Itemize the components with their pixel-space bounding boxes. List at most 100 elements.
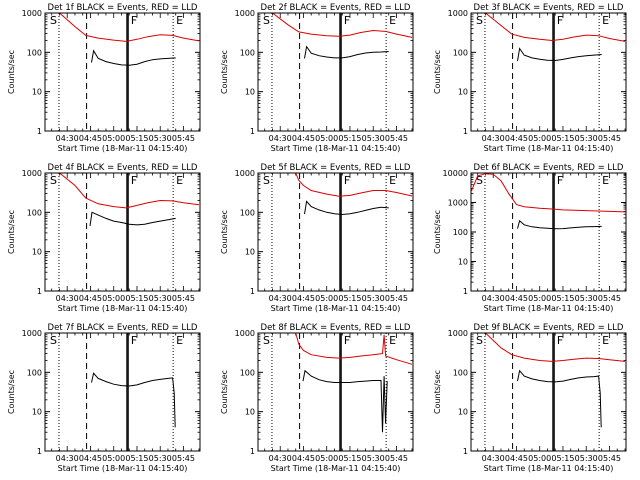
marker-f: F bbox=[131, 174, 137, 187]
y-tick-label: 1000 bbox=[235, 169, 255, 178]
y-tick-label: 100 bbox=[240, 48, 255, 57]
x-tick-label: 05:30 bbox=[149, 134, 172, 143]
panel-title: Det 8f BLACK = Events, RED = LLD bbox=[261, 323, 411, 333]
y-tick-label: 10 bbox=[32, 408, 42, 417]
marker-f: F bbox=[557, 334, 563, 347]
x-tick-label: 05:45 bbox=[598, 294, 621, 303]
marker-f: F bbox=[344, 174, 350, 187]
x-tick-label: 05:30 bbox=[149, 454, 172, 463]
x-tick-label: 05:15 bbox=[338, 134, 361, 143]
x-tick-label: 04:30 bbox=[482, 294, 505, 303]
x-tick-label: 05:00 bbox=[315, 294, 338, 303]
y-tick-label: 10 bbox=[245, 248, 255, 257]
x-tick-label: 05:15 bbox=[125, 454, 148, 463]
y-tick-label: 1 bbox=[250, 287, 255, 296]
marker-e: E bbox=[389, 14, 396, 27]
panel-det-2: Det 2f BLACK = Events, RED = LLD Counts/s… bbox=[220, 3, 414, 153]
y-tick-label: 1000 bbox=[448, 329, 468, 338]
panel-title: Det 4f BLACK = Events, RED = LLD bbox=[48, 163, 198, 173]
series-events-line bbox=[89, 211, 176, 227]
x-tick-label: 05:45 bbox=[172, 294, 195, 303]
y-tick-label: 10 bbox=[458, 258, 468, 267]
x-tick-label: 05:30 bbox=[575, 294, 598, 303]
series-lld-line bbox=[471, 333, 626, 362]
x-tick-label: 05:45 bbox=[385, 454, 408, 463]
y-tick-label: 1 bbox=[37, 127, 42, 136]
plot-frame bbox=[257, 332, 414, 452]
y-tick-label: 1000 bbox=[22, 169, 42, 178]
y-tick-label: 1 bbox=[37, 447, 42, 456]
panel-title: Det 9f BLACK = Events, RED = LLD bbox=[474, 323, 624, 333]
x-axis-label: Start Time (18-Mar-11 04:15:40) bbox=[271, 464, 401, 473]
y-axis-label: Counts/sec bbox=[7, 370, 16, 414]
x-tick-label: 04:30 bbox=[269, 294, 292, 303]
x-tick-label: 05:45 bbox=[598, 454, 621, 463]
x-tick-label: 04:45 bbox=[79, 454, 102, 463]
marker-e: E bbox=[176, 174, 183, 187]
x-tick-label: 04:30 bbox=[269, 134, 292, 143]
y-tick-label: 1000 bbox=[22, 9, 42, 18]
x-tick-label: 05:30 bbox=[575, 454, 598, 463]
y-tick-label: 1000 bbox=[235, 9, 255, 18]
x-axis-label: Start Time (18-Mar-11 04:15:40) bbox=[58, 304, 188, 313]
y-axis-label: Counts/sec bbox=[433, 370, 442, 414]
x-tick-label: 04:45 bbox=[505, 454, 528, 463]
y-tick-label: 10 bbox=[458, 88, 468, 97]
series-lld-line bbox=[295, 173, 413, 197]
y-axis-label: Counts/sec bbox=[7, 210, 16, 254]
panel-det-5: Det 5f BLACK = Events, RED = LLD Counts/s… bbox=[220, 163, 414, 313]
series-events-line bbox=[91, 372, 176, 428]
marker-e: E bbox=[602, 174, 609, 187]
x-tick-label: 05:15 bbox=[551, 134, 574, 143]
plot-frame bbox=[257, 172, 414, 292]
x-tick-label: 04:45 bbox=[505, 294, 528, 303]
panel-det-7: Det 7f BLACK = Events, RED = LLD Counts/s… bbox=[7, 323, 201, 473]
panel-det-4: Det 4f BLACK = Events, RED = LLD Counts/s… bbox=[7, 163, 201, 313]
plot-frame bbox=[470, 332, 627, 452]
y-axis-label: Counts/sec bbox=[220, 50, 229, 94]
x-tick-label: 05:30 bbox=[362, 134, 385, 143]
x-axis-label: Start Time (18-Mar-11 04:15:40) bbox=[58, 144, 188, 153]
x-tick-label: 05:00 bbox=[102, 454, 125, 463]
series-events-line bbox=[304, 200, 389, 216]
panel-det-8: Det 8f BLACK = Events, RED = LLD Counts/s… bbox=[220, 323, 414, 473]
x-tick-label: 04:45 bbox=[292, 134, 315, 143]
panel-det-1: Det 1f BLACK = Events, RED = LLD Counts/s… bbox=[7, 3, 201, 153]
series-events-line bbox=[517, 369, 602, 428]
series-lld-line bbox=[45, 13, 200, 42]
x-tick-label: 04:45 bbox=[505, 134, 528, 143]
panel-title: Det 3f BLACK = Events, RED = LLD bbox=[474, 3, 624, 13]
y-tick-label: 10 bbox=[32, 248, 42, 257]
x-tick-label: 05:15 bbox=[125, 134, 148, 143]
y-tick-label: 100 bbox=[27, 48, 42, 57]
marker-f: F bbox=[344, 14, 350, 27]
x-tick-label: 05:45 bbox=[172, 454, 195, 463]
series-lld-line bbox=[295, 333, 413, 365]
y-tick-label: 100 bbox=[453, 48, 468, 57]
x-tick-label: 05:00 bbox=[315, 454, 338, 463]
marker-f: F bbox=[557, 14, 563, 27]
x-tick-label: 05:00 bbox=[315, 134, 338, 143]
marker-s: S bbox=[263, 174, 270, 187]
marker-f: F bbox=[557, 174, 563, 187]
marker-s: S bbox=[476, 174, 483, 187]
series-events-line bbox=[91, 49, 176, 66]
x-axis-label: Start Time (18-Mar-11 04:15:40) bbox=[58, 464, 188, 473]
x-tick-label: 04:30 bbox=[482, 134, 505, 143]
y-tick-label: 10000 bbox=[443, 169, 468, 178]
panel-title: Det 5f BLACK = Events, RED = LLD bbox=[261, 163, 411, 173]
marker-e: E bbox=[389, 174, 396, 187]
marker-e: E bbox=[389, 334, 396, 347]
y-tick-label: 10 bbox=[458, 408, 468, 417]
y-axis-label: Counts/sec bbox=[433, 210, 442, 254]
y-tick-label: 1000 bbox=[22, 329, 42, 338]
x-tick-label: 04:45 bbox=[79, 134, 102, 143]
x-tick-label: 04:30 bbox=[56, 294, 79, 303]
x-axis-label: Start Time (18-Mar-11 04:15:40) bbox=[484, 464, 614, 473]
x-tick-label: 04:30 bbox=[56, 454, 79, 463]
x-axis-label: Start Time (18-Mar-11 04:15:40) bbox=[271, 144, 401, 153]
x-axis-label: Start Time (18-Mar-11 04:15:40) bbox=[484, 304, 614, 313]
x-tick-label: 04:30 bbox=[56, 134, 79, 143]
x-tick-label: 05:45 bbox=[385, 134, 408, 143]
